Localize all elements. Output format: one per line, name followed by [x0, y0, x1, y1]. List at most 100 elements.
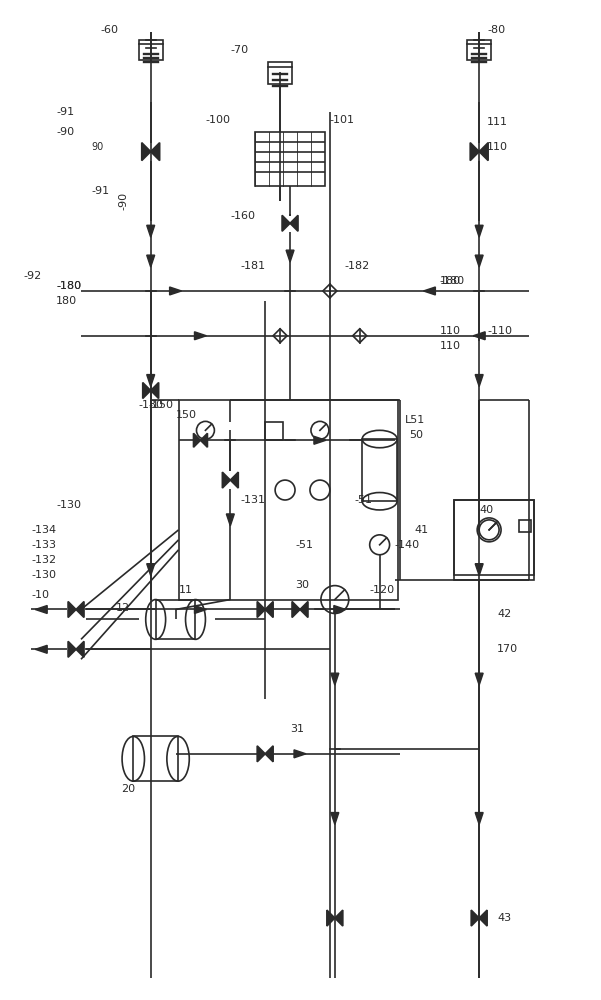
- Text: 20: 20: [121, 784, 135, 794]
- Text: 42: 42: [497, 609, 511, 619]
- Text: 110: 110: [439, 326, 460, 336]
- Text: 43: 43: [497, 913, 511, 923]
- Text: 111: 111: [487, 117, 508, 127]
- Text: 90: 90: [91, 142, 103, 152]
- Text: -110: -110: [487, 326, 512, 336]
- Text: -91: -91: [56, 107, 75, 117]
- Bar: [454, 500, 534, 575]
- Polygon shape: [475, 673, 483, 685]
- Text: -132: -132: [31, 555, 56, 565]
- Text: 40: 40: [479, 505, 493, 515]
- Bar: [268, 62, 292, 84]
- Polygon shape: [475, 813, 483, 824]
- Polygon shape: [68, 602, 76, 617]
- Text: L51: L51: [404, 415, 425, 425]
- Polygon shape: [475, 375, 483, 387]
- Text: -51: -51: [355, 495, 373, 505]
- Text: -80: -80: [487, 25, 505, 35]
- Bar: [255, 132, 325, 186]
- Text: -180: -180: [439, 276, 465, 286]
- Polygon shape: [76, 641, 84, 657]
- Polygon shape: [147, 564, 154, 576]
- Polygon shape: [257, 602, 265, 617]
- Text: -10: -10: [31, 590, 49, 600]
- Polygon shape: [147, 375, 154, 387]
- Polygon shape: [471, 910, 479, 926]
- Text: -120: -120: [370, 585, 395, 595]
- Polygon shape: [68, 641, 76, 657]
- Polygon shape: [147, 225, 154, 237]
- Text: -180: -180: [56, 281, 81, 291]
- Polygon shape: [286, 250, 294, 262]
- Polygon shape: [331, 813, 339, 824]
- Polygon shape: [201, 433, 207, 447]
- Polygon shape: [147, 255, 154, 267]
- Polygon shape: [35, 645, 47, 653]
- Text: 110: 110: [439, 341, 460, 351]
- Bar: [265, 422, 283, 440]
- Text: 41: 41: [415, 525, 429, 535]
- Polygon shape: [424, 287, 435, 295]
- Polygon shape: [227, 514, 234, 526]
- Polygon shape: [257, 746, 265, 762]
- Polygon shape: [473, 332, 485, 340]
- Bar: [156, 600, 195, 639]
- Polygon shape: [300, 602, 308, 617]
- Text: 31: 31: [290, 724, 304, 734]
- Polygon shape: [292, 602, 300, 617]
- Text: -134: -134: [31, 525, 56, 535]
- Polygon shape: [151, 383, 159, 398]
- Polygon shape: [475, 564, 483, 576]
- Bar: [362, 439, 397, 501]
- Polygon shape: [265, 602, 273, 617]
- Polygon shape: [76, 602, 84, 617]
- Text: -60: -60: [101, 25, 119, 35]
- Text: -160: -160: [230, 211, 255, 221]
- Polygon shape: [335, 910, 343, 926]
- Text: -130: -130: [139, 400, 163, 410]
- Text: 170: 170: [497, 644, 518, 654]
- Polygon shape: [479, 143, 488, 161]
- Text: -130: -130: [31, 570, 56, 580]
- Polygon shape: [230, 472, 238, 488]
- Text: -51: -51: [295, 540, 313, 550]
- Polygon shape: [151, 143, 160, 161]
- Polygon shape: [475, 255, 483, 267]
- Text: -133: -133: [31, 540, 56, 550]
- Polygon shape: [334, 606, 346, 613]
- Polygon shape: [222, 472, 230, 488]
- Polygon shape: [194, 433, 201, 447]
- Text: -150: -150: [148, 400, 174, 410]
- Text: -90: -90: [119, 192, 129, 210]
- Polygon shape: [195, 606, 206, 613]
- Polygon shape: [314, 436, 326, 444]
- Text: 12: 12: [116, 603, 130, 613]
- Polygon shape: [470, 143, 479, 161]
- Text: -180: -180: [56, 281, 81, 291]
- Polygon shape: [475, 225, 483, 237]
- Polygon shape: [294, 750, 306, 758]
- Text: -131: -131: [240, 495, 265, 505]
- Text: -101: -101: [330, 115, 355, 125]
- Text: -130: -130: [56, 500, 81, 510]
- Polygon shape: [290, 215, 298, 231]
- Text: 150: 150: [175, 410, 197, 420]
- Text: 180: 180: [56, 296, 78, 306]
- Polygon shape: [142, 383, 151, 398]
- Polygon shape: [169, 287, 182, 295]
- Text: 11: 11: [178, 585, 192, 595]
- Text: 110: 110: [487, 142, 508, 152]
- Text: -90: -90: [56, 127, 75, 137]
- Text: -100: -100: [206, 115, 230, 125]
- Bar: [139, 40, 163, 60]
- Bar: [178, 400, 397, 600]
- Text: -70: -70: [230, 45, 248, 55]
- Text: -181: -181: [240, 261, 266, 271]
- Bar: [519, 520, 531, 532]
- Polygon shape: [195, 332, 206, 340]
- Text: 50: 50: [409, 430, 424, 440]
- Text: 180: 180: [439, 276, 460, 286]
- Text: -92: -92: [23, 271, 41, 281]
- Bar: [467, 40, 491, 60]
- Polygon shape: [331, 673, 339, 685]
